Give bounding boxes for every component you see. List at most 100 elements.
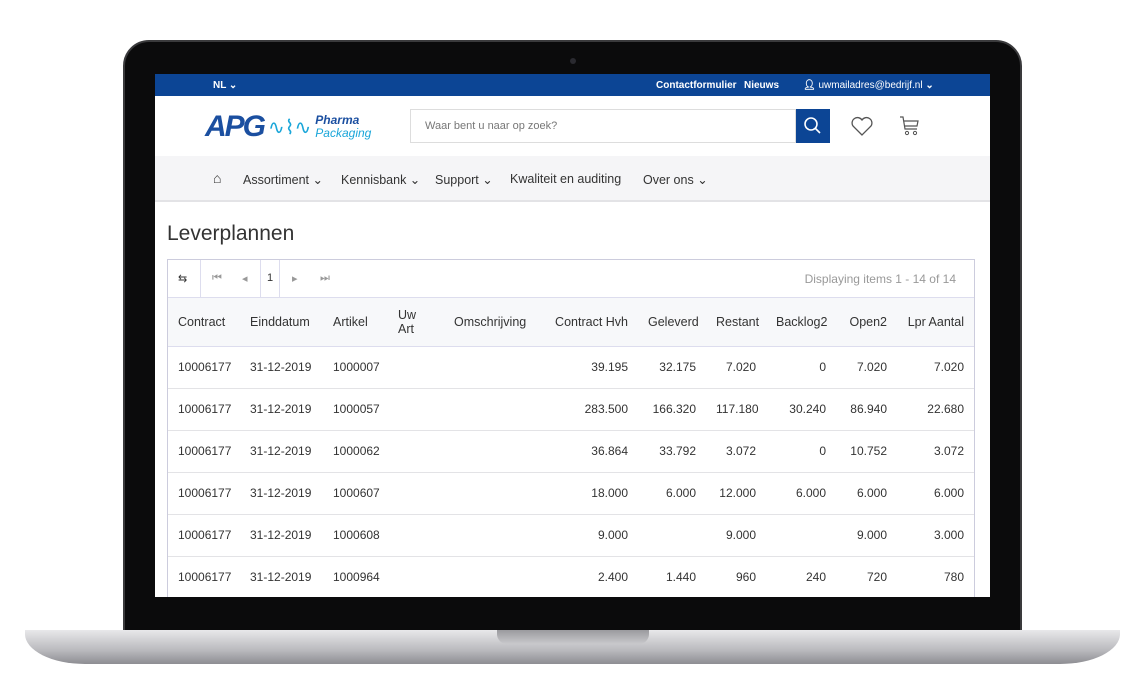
column-header[interactable]: Restant	[706, 298, 766, 347]
table-cell	[638, 514, 706, 557]
next-page-button[interactable]: ▸	[292, 273, 298, 285]
table-cell	[388, 472, 444, 515]
table-cell: 3.072	[897, 430, 974, 473]
table-row[interactable]: 10006177 31-12-2019 1000964 2.400 1.440 960 24…	[168, 556, 974, 597]
table-cell	[444, 556, 540, 597]
table-cell: 1000007	[323, 346, 388, 389]
table-cell: 31-12-2019	[240, 388, 323, 431]
column-header[interactable]: Omschrijving	[444, 298, 540, 347]
heart-icon[interactable]	[850, 115, 874, 137]
page-title: Leverplannen	[167, 222, 295, 245]
nav-kwaliteit[interactable]: Kwaliteit en auditing	[510, 172, 622, 186]
home-icon[interactable]: ⌂	[213, 170, 222, 186]
column-header[interactable]: Geleverd	[638, 298, 706, 347]
prev-page-button[interactable]: ◂	[242, 273, 248, 285]
table-cell: 166.320	[638, 388, 706, 431]
data-grid: ⇆ ⏮︎ ◂ 1 ▸ ⏭︎ Displaying items 1 - 14 of…	[167, 259, 975, 597]
user-menu[interactable]: 👤︎ uwmailadres@bedrijf.nl ⌄	[803, 80, 934, 91]
table-cell: 0	[766, 346, 836, 389]
table-cell: 780	[897, 556, 974, 597]
header: APG ∿⌇∿ Pharma Packaging Waar bent u naar…	[155, 96, 990, 156]
logo[interactable]: APG ∿⌇∿ Pharma Packaging	[205, 110, 372, 143]
table-cell: 3.000	[897, 514, 974, 557]
contact-link[interactable]: Contactformulier	[656, 80, 737, 91]
table-cell: 240	[766, 556, 836, 597]
table-cell	[388, 430, 444, 473]
screen: NL ⌄ Contactformulier Nieuws 👤︎ uwmailad…	[155, 74, 990, 597]
table-row[interactable]: 10006177 31-12-2019 1000608 9.000 9.000 9.000…	[168, 514, 974, 557]
table-cell: 31-12-2019	[240, 472, 323, 515]
column-header[interactable]: Open2	[836, 298, 897, 347]
table-cell: 10006177	[168, 556, 240, 597]
column-header[interactable]: Contract Hvh	[540, 298, 638, 347]
table-cell: 10006177	[168, 430, 240, 473]
table-cell: 1.440	[638, 556, 706, 597]
table-cell: 31-12-2019	[240, 556, 323, 597]
table-row[interactable]: 10006177 31-12-2019 1000062 36.864 33.792 3.0…	[168, 430, 974, 473]
pager-info: Displaying items 1 - 14 of 14	[804, 272, 956, 286]
news-link[interactable]: Nieuws	[744, 80, 780, 91]
language-selector[interactable]: NL ⌄	[213, 80, 238, 91]
table-cell: 1000964	[323, 556, 388, 597]
table-cell: 6.000	[836, 472, 897, 515]
cart-icon[interactable]	[899, 115, 921, 137]
table-cell: 7.020	[836, 346, 897, 389]
column-header[interactable]: Lpr Aantal	[897, 298, 974, 347]
table-row[interactable]: 10006177 31-12-2019 1000007 39.195 32.175 7.0…	[168, 346, 974, 389]
table-cell: 2.400	[540, 556, 638, 597]
table-cell: 3.072	[706, 430, 766, 473]
column-header[interactable]: Einddatum	[240, 298, 323, 347]
nav-support[interactable]: Support ⌄	[435, 173, 493, 187]
table-cell: 6.000	[897, 472, 974, 515]
table-cell	[444, 346, 540, 389]
table-cell: 22.680	[897, 388, 974, 431]
table-cell: 33.792	[638, 430, 706, 473]
nav-assortiment[interactable]: Assortiment ⌄	[243, 173, 323, 187]
nav-over-ons[interactable]: Over ons ⌄	[643, 173, 708, 187]
column-header[interactable]: Uw Art	[388, 298, 444, 347]
column-header[interactable]: Contract	[168, 298, 240, 347]
table-cell: 10006177	[168, 514, 240, 557]
table-cell: 31-12-2019	[240, 430, 323, 473]
table-cell	[388, 514, 444, 557]
table-cell: 9.000	[706, 514, 766, 557]
pager: ⇆ ⏮︎ ◂ 1 ▸ ⏭︎ Displaying items 1 - 14 of…	[168, 260, 974, 298]
user-icon: 👤︎	[803, 80, 816, 91]
table-cell: 6.000	[638, 472, 706, 515]
table-cell: 0	[766, 430, 836, 473]
table-cell: 7.020	[706, 346, 766, 389]
table-cell	[444, 514, 540, 557]
table-row[interactable]: 10006177 31-12-2019 1000057 283.500 166.320 1…	[168, 388, 974, 431]
table-cell	[388, 388, 444, 431]
table-cell: 9.000	[836, 514, 897, 557]
table-cell: 9.000	[540, 514, 638, 557]
refresh-icon[interactable]: ⇆	[178, 273, 188, 285]
table-cell: 36.864	[540, 430, 638, 473]
top-bar: NL ⌄ Contactformulier Nieuws 👤︎ uwmailad…	[155, 74, 990, 96]
page-number[interactable]: 1	[260, 260, 280, 297]
table-cell	[766, 514, 836, 557]
table-cell: 86.940	[836, 388, 897, 431]
table-cell: 10.752	[836, 430, 897, 473]
leverplannen-table: Contract Einddatum Artikel Uw Art Omschrijvi…	[168, 298, 974, 597]
last-page-button[interactable]: ⏭︎	[320, 272, 330, 284]
table-cell: 10006177	[168, 346, 240, 389]
table-cell: 283.500	[540, 388, 638, 431]
table-cell: 39.195	[540, 346, 638, 389]
search-input[interactable]: Waar bent u naar op zoek?	[410, 109, 796, 143]
table-cell	[388, 556, 444, 597]
table-cell: 1000607	[323, 472, 388, 515]
search-button[interactable]	[796, 109, 830, 143]
column-header[interactable]: Artikel	[323, 298, 388, 347]
search-icon	[804, 117, 821, 134]
table-cell	[444, 430, 540, 473]
table-cell: 10006177	[168, 388, 240, 431]
column-header[interactable]: Backlog2	[766, 298, 836, 347]
table-row[interactable]: 10006177 31-12-2019 1000607 18.000 6.000 12.0…	[168, 472, 974, 515]
table-cell: 1000062	[323, 430, 388, 473]
first-page-button[interactable]: ⏮︎	[212, 272, 222, 284]
table-cell: 117.180	[706, 388, 766, 431]
table-cell: 6.000	[766, 472, 836, 515]
table-cell: 960	[706, 556, 766, 597]
nav-kennisbank[interactable]: Kennisbank ⌄	[341, 173, 421, 187]
